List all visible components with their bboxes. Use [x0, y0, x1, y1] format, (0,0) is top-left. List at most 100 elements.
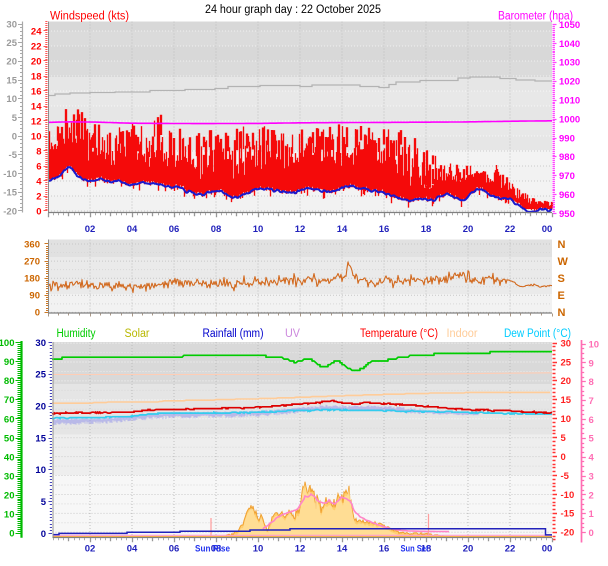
- svg-text:02: 02: [85, 224, 96, 235]
- svg-text:40: 40: [4, 452, 15, 463]
- svg-text:S: S: [558, 273, 565, 285]
- svg-text:10: 10: [6, 94, 17, 105]
- svg-text:-10: -10: [3, 169, 17, 180]
- svg-text:UV: UV: [285, 328, 300, 340]
- svg-text:990: 990: [559, 133, 575, 144]
- svg-text:25: 25: [35, 370, 46, 381]
- svg-text:25: 25: [561, 357, 572, 368]
- svg-text:20: 20: [463, 544, 474, 555]
- svg-text:6: 6: [36, 161, 41, 172]
- svg-text:0: 0: [9, 529, 14, 540]
- svg-text:0: 0: [589, 528, 594, 539]
- svg-text:90: 90: [29, 291, 40, 302]
- svg-text:15: 15: [6, 75, 17, 86]
- svg-text:-20: -20: [3, 206, 17, 217]
- svg-text:06: 06: [169, 224, 180, 235]
- svg-text:W: W: [558, 256, 569, 268]
- svg-text:20: 20: [4, 491, 15, 502]
- svg-text:1020: 1020: [559, 77, 580, 88]
- svg-text:5: 5: [561, 433, 567, 444]
- svg-text:1030: 1030: [559, 58, 580, 69]
- svg-text:16: 16: [379, 224, 390, 235]
- svg-text:E: E: [558, 290, 565, 302]
- svg-text:24: 24: [31, 26, 42, 37]
- svg-text:2: 2: [36, 191, 41, 202]
- svg-text:16: 16: [31, 86, 42, 97]
- svg-text:22: 22: [505, 224, 516, 235]
- svg-text:N: N: [558, 307, 566, 319]
- svg-text:970: 970: [559, 171, 575, 182]
- svg-text:08: 08: [211, 224, 222, 235]
- svg-text:10: 10: [4, 510, 15, 521]
- svg-text:0: 0: [35, 308, 40, 319]
- svg-text:30: 30: [35, 338, 46, 349]
- svg-text:04: 04: [127, 224, 138, 235]
- svg-text:0: 0: [36, 206, 41, 217]
- svg-text:10: 10: [31, 131, 42, 142]
- svg-text:-10: -10: [561, 490, 575, 501]
- svg-text:270: 270: [24, 256, 40, 267]
- svg-text:06: 06: [169, 544, 180, 555]
- svg-text:00: 00: [542, 224, 553, 235]
- svg-text:12: 12: [295, 544, 306, 555]
- svg-text:30: 30: [4, 471, 15, 482]
- svg-text:980: 980: [559, 152, 575, 163]
- svg-text:8: 8: [589, 377, 594, 388]
- svg-text:70: 70: [4, 395, 15, 406]
- svg-text:12: 12: [295, 224, 306, 235]
- svg-text:-15: -15: [3, 188, 17, 199]
- svg-text:20: 20: [31, 56, 42, 67]
- svg-text:Barometer (hpa): Barometer (hpa): [498, 11, 573, 23]
- svg-text:950: 950: [559, 209, 575, 220]
- svg-text:1050: 1050: [559, 20, 580, 31]
- svg-text:3: 3: [589, 471, 594, 482]
- svg-text:60: 60: [4, 414, 15, 425]
- svg-text:18: 18: [421, 544, 432, 555]
- svg-text:24 hour graph day : 22 October: 24 hour graph day : 22 October 2025: [205, 4, 381, 16]
- svg-text:1010: 1010: [559, 96, 580, 107]
- svg-text:20: 20: [561, 376, 572, 387]
- svg-text:20: 20: [35, 402, 46, 413]
- svg-text:16: 16: [379, 544, 390, 555]
- svg-text:180: 180: [24, 274, 40, 285]
- svg-text:14: 14: [31, 101, 42, 112]
- svg-text:10: 10: [253, 544, 264, 555]
- svg-text:04: 04: [127, 544, 138, 555]
- svg-text:-15: -15: [561, 509, 575, 520]
- svg-text:0: 0: [41, 529, 46, 540]
- svg-text:Sun Set: Sun Set: [401, 544, 430, 555]
- svg-text:Windspeed (kts): Windspeed (kts): [50, 11, 129, 23]
- svg-text:Humidity: Humidity: [57, 328, 96, 340]
- svg-text:22: 22: [31, 41, 42, 52]
- svg-text:20: 20: [6, 57, 17, 68]
- svg-text:14: 14: [337, 224, 348, 235]
- svg-text:30: 30: [561, 338, 572, 349]
- svg-text:Temperature (°C): Temperature (°C): [360, 328, 438, 340]
- svg-text:5: 5: [589, 434, 595, 445]
- svg-text:4: 4: [36, 176, 42, 187]
- svg-text:15: 15: [561, 395, 572, 406]
- svg-text:0: 0: [561, 452, 566, 463]
- svg-text:10: 10: [253, 224, 264, 235]
- svg-text:6: 6: [589, 415, 594, 426]
- svg-text:1000: 1000: [559, 114, 580, 125]
- svg-text:1: 1: [589, 509, 595, 520]
- svg-text:100: 100: [0, 338, 15, 349]
- svg-text:02: 02: [85, 544, 96, 555]
- svg-text:80: 80: [4, 376, 15, 387]
- svg-text:Solar: Solar: [125, 328, 150, 340]
- svg-text:30: 30: [6, 19, 17, 30]
- svg-text:960: 960: [559, 190, 575, 201]
- svg-text:22: 22: [505, 544, 516, 555]
- svg-text:360: 360: [24, 239, 40, 250]
- svg-text:50: 50: [4, 433, 15, 444]
- svg-text:2: 2: [589, 490, 594, 501]
- svg-text:18: 18: [421, 224, 432, 235]
- svg-text:10: 10: [35, 465, 46, 476]
- svg-text:N: N: [558, 239, 566, 251]
- svg-text:10: 10: [561, 414, 572, 425]
- svg-text:5: 5: [41, 497, 47, 508]
- svg-text:90: 90: [4, 357, 15, 368]
- svg-text:-5: -5: [9, 150, 18, 161]
- svg-text:1040: 1040: [559, 39, 580, 50]
